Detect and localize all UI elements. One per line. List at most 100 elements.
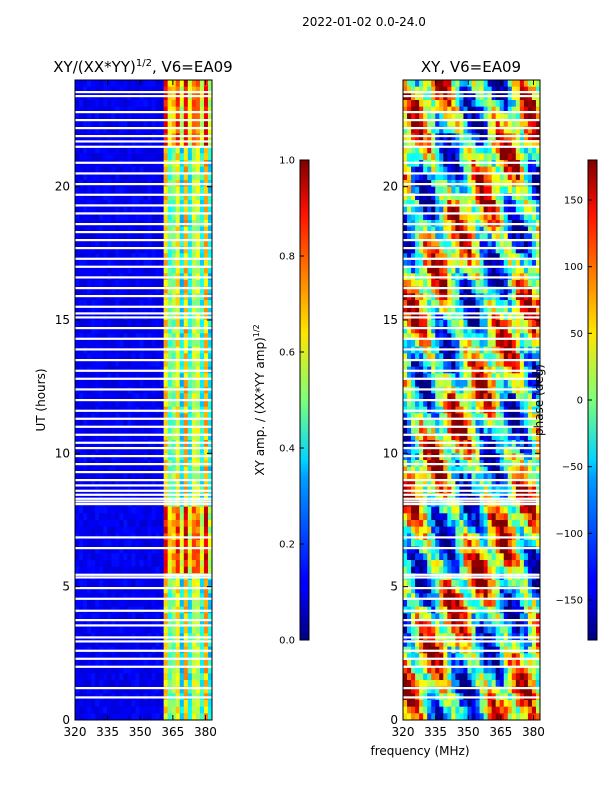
heatmap-cell	[163, 513, 169, 521]
heatmap-cell	[207, 86, 212, 94]
flagged-row	[75, 636, 212, 639]
heatmap-cell	[467, 166, 473, 174]
heatmap-cell	[163, 433, 169, 441]
heatmap-cell	[187, 186, 193, 194]
heatmap-cell	[99, 266, 104, 274]
heatmap-cell	[523, 266, 529, 274]
heatmap-cell	[495, 260, 501, 268]
heatmap-cell	[535, 306, 540, 314]
heatmap-cell	[159, 360, 165, 368]
heatmap-cell	[187, 373, 193, 381]
heatmap-cell	[143, 86, 149, 94]
flagged-row	[75, 619, 212, 622]
heatmap-cell	[127, 640, 133, 648]
heatmap-cell	[511, 333, 517, 341]
heatmap-cell	[203, 666, 209, 674]
heatmap-cell	[199, 613, 205, 621]
heatmap-cell	[103, 400, 108, 408]
heatmap-cell	[515, 306, 521, 314]
heatmap-cell	[423, 200, 428, 208]
heatmap-cell	[423, 233, 428, 241]
heatmap-cell	[463, 286, 469, 294]
heatmap-cell	[195, 473, 201, 481]
heatmap-cell	[475, 226, 481, 234]
heatmap-cell	[199, 620, 205, 628]
heatmap-cell	[471, 113, 477, 121]
heatmap-cell	[519, 253, 525, 261]
heatmap-cell	[195, 260, 201, 268]
heatmap-cell	[155, 280, 161, 288]
heatmap-cell	[195, 300, 201, 308]
heatmap-cell	[179, 100, 185, 108]
heatmap-cell	[403, 166, 408, 174]
heatmap-cell	[443, 266, 448, 274]
heatmap-cell	[151, 173, 157, 181]
heatmap-cell	[107, 126, 112, 134]
heatmap-cell	[459, 120, 465, 128]
heatmap-cell	[127, 400, 133, 408]
heatmap-cell	[151, 106, 157, 114]
heatmap-cell	[519, 186, 525, 194]
heatmap-cell	[411, 153, 416, 161]
heatmap-cell	[411, 113, 416, 121]
heatmap-cell	[139, 580, 145, 588]
heatmap-cell	[163, 400, 169, 408]
heatmap-cell	[195, 413, 201, 421]
heatmap-cell	[175, 226, 181, 234]
heatmap-cell	[135, 106, 141, 114]
heatmap-cell	[515, 193, 521, 201]
heatmap-cell	[99, 286, 104, 294]
heatmap-cell	[419, 80, 424, 88]
heatmap-cell	[451, 200, 456, 208]
heatmap-cell	[87, 126, 92, 134]
heatmap-cell	[99, 380, 104, 388]
heatmap-cell	[179, 426, 185, 434]
heatmap-cell	[147, 113, 153, 121]
heatmap-cell	[99, 113, 104, 121]
heatmap-cell	[171, 700, 177, 708]
heatmap-cell	[511, 186, 517, 194]
heatmap-cell	[79, 706, 84, 714]
heatmap-cell	[79, 560, 84, 568]
heatmap-cell	[515, 300, 521, 308]
heatmap-cell	[135, 626, 141, 634]
heatmap-cell	[83, 266, 88, 274]
heatmap-cell	[439, 120, 444, 128]
heatmap-cell	[523, 233, 529, 241]
heatmap-cell	[499, 173, 505, 181]
heatmap-cell	[167, 360, 173, 368]
heatmap-cell	[127, 620, 133, 628]
heatmap-cell	[455, 246, 461, 254]
heatmap-cell	[163, 200, 169, 208]
heatmap-cell	[159, 300, 165, 308]
heatmap-cell	[99, 540, 104, 548]
heatmap-cell	[95, 233, 100, 241]
heatmap-cell	[119, 333, 124, 341]
heatmap-cell	[171, 400, 177, 408]
heatmap-cell	[75, 140, 80, 148]
flagged-row	[75, 327, 212, 330]
heatmap-cell	[415, 240, 420, 248]
heatmap-cell	[447, 280, 452, 288]
heatmap-cell	[83, 206, 88, 214]
heatmap-cell	[451, 393, 456, 401]
heatmap-cell	[515, 340, 521, 348]
heatmap-cell	[183, 153, 189, 161]
heatmap-cell	[187, 480, 193, 488]
heatmap-cell	[455, 326, 461, 334]
heatmap-cell	[131, 466, 137, 474]
heatmap-cell	[99, 340, 104, 348]
heatmap-cell	[163, 466, 169, 474]
heatmap-cell	[163, 620, 169, 628]
heatmap-cell	[119, 100, 124, 108]
heatmap-cell	[455, 333, 461, 341]
heatmap-cell	[139, 106, 145, 114]
flagged-row	[75, 409, 212, 412]
heatmap-cell	[79, 566, 84, 574]
heatmap-cell	[139, 613, 145, 621]
heatmap-cell	[151, 640, 157, 648]
heatmap-cell	[163, 640, 169, 648]
heatmap-cell	[139, 686, 145, 694]
heatmap-cell	[507, 186, 513, 194]
heatmap-cell	[79, 666, 84, 674]
